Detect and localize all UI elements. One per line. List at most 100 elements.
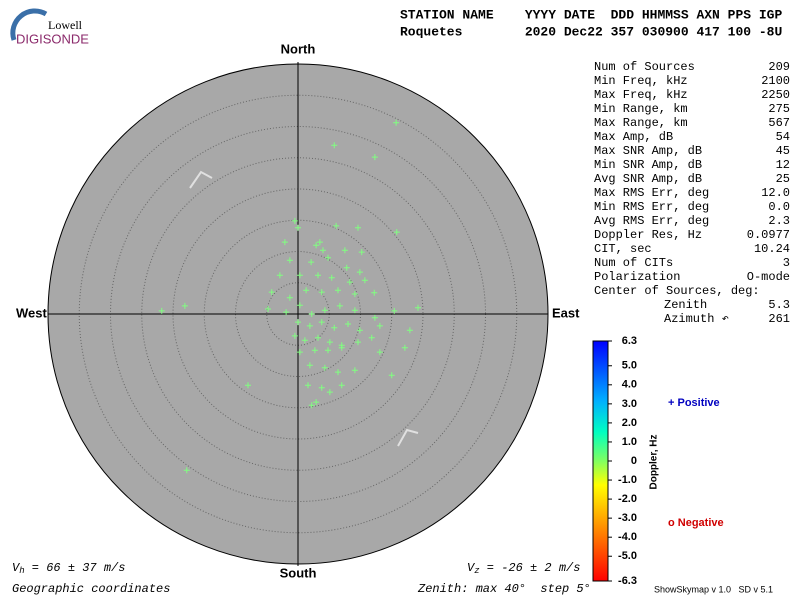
direction-label: East bbox=[552, 305, 580, 320]
positive-label: + Positive bbox=[668, 397, 720, 409]
vz-sub: z bbox=[474, 566, 479, 576]
vh-symbol: V bbox=[12, 561, 21, 575]
stat-value: 275 bbox=[768, 102, 790, 116]
stat-value: 54 bbox=[776, 130, 790, 144]
source-point bbox=[286, 257, 293, 264]
stat-label: Avg SNR Amp, dB bbox=[594, 172, 702, 186]
source-point bbox=[345, 321, 351, 327]
stat-label: Min Range, km bbox=[594, 102, 688, 116]
source-point bbox=[401, 344, 408, 351]
wind-arrow bbox=[397, 428, 419, 447]
source-point bbox=[331, 324, 338, 331]
source-point bbox=[315, 334, 321, 341]
header-values: Roquetes 2020 Dec22 357 030900 417 100 -… bbox=[400, 24, 782, 39]
direction-label: West bbox=[16, 305, 47, 320]
source-point bbox=[393, 119, 400, 126]
stat-label: Min Freq, kHz bbox=[594, 74, 688, 88]
source-point bbox=[296, 272, 303, 279]
source-point bbox=[318, 289, 325, 296]
vh-sub: h bbox=[19, 566, 24, 576]
source-point bbox=[351, 367, 358, 374]
vz-text: Vz = -26 ± 2 m/s bbox=[467, 561, 580, 576]
vh-value: = 66 ± 37 m/s bbox=[25, 561, 126, 575]
stat-label: Max SNR Amp, dB bbox=[594, 144, 702, 158]
source-point bbox=[351, 291, 358, 297]
stat-value: 5.3 bbox=[768, 298, 790, 312]
colorbar-tick-label: 5.0 bbox=[622, 360, 637, 372]
source-point bbox=[341, 247, 348, 254]
colorbar-title: Doppler, Hz bbox=[649, 434, 660, 489]
source-point bbox=[286, 294, 293, 301]
source-point bbox=[388, 372, 395, 379]
stat-value: 25 bbox=[776, 172, 790, 186]
source-point bbox=[361, 277, 368, 284]
skymap: North South West East bbox=[16, 41, 580, 580]
stat-value: 2100 bbox=[761, 74, 790, 88]
source-point bbox=[301, 337, 308, 344]
colorbar-tick-label: 1.0 bbox=[622, 436, 637, 448]
zenith-note: Zenith: max 40° step 5° bbox=[417, 582, 591, 596]
source-point bbox=[335, 369, 341, 376]
negative-label: o Negative bbox=[668, 517, 724, 529]
source-point bbox=[391, 307, 398, 314]
source-point bbox=[326, 389, 333, 396]
coordinates: Geographic coordinates bbox=[12, 582, 170, 596]
colorbar: 6.3 5.0 4.0 3.0 2.0 1.0 0 -1.0 -2.0 -3.0 -4.0 -5.0 -… bbox=[592, 335, 637, 587]
stat-value: 12.0 bbox=[761, 186, 790, 200]
source-point bbox=[346, 279, 353, 286]
stat-label: Polarization bbox=[594, 270, 680, 284]
version: ShowSkymap v 1.0 SD v 5.1 bbox=[654, 584, 773, 594]
source-point bbox=[371, 154, 378, 161]
source-point bbox=[281, 239, 288, 246]
source-point bbox=[318, 384, 325, 391]
logo-bottom: DIGISONDE bbox=[16, 31, 89, 46]
direction-label: North bbox=[281, 41, 316, 56]
source-point bbox=[376, 349, 383, 356]
source-point bbox=[276, 272, 283, 279]
source-point bbox=[371, 289, 378, 296]
source-point bbox=[308, 259, 315, 266]
stat-label: Num of CITs bbox=[594, 256, 673, 270]
stat-label: Avg RMS Err, deg bbox=[594, 214, 709, 228]
source-point bbox=[316, 239, 323, 246]
source-point bbox=[311, 347, 318, 354]
source-point bbox=[325, 347, 331, 354]
source-point bbox=[308, 311, 315, 317]
source-point bbox=[321, 364, 328, 371]
source-point bbox=[158, 307, 165, 314]
stat-label: CIT, sec bbox=[594, 242, 652, 256]
source-point bbox=[371, 314, 378, 321]
source-point bbox=[355, 224, 361, 231]
source-point bbox=[325, 254, 331, 261]
source-point bbox=[355, 339, 361, 346]
stat-value: 261 bbox=[768, 312, 790, 326]
header-labels: STATION NAME YYYY DATE DDD HHMMSS AXN PP… bbox=[400, 7, 782, 22]
source-point bbox=[335, 287, 341, 294]
source-point bbox=[303, 287, 310, 294]
source-point bbox=[305, 382, 311, 389]
colorbar-tick-label: -2.0 bbox=[618, 493, 637, 505]
colorbar-tick-label: -5.0 bbox=[618, 550, 637, 562]
source-point bbox=[368, 334, 375, 341]
direction-label: South bbox=[280, 565, 317, 580]
source-point bbox=[295, 319, 301, 326]
source-point bbox=[328, 274, 335, 281]
source-point bbox=[296, 302, 303, 309]
source-point bbox=[321, 307, 328, 314]
stats-table: Num of Sources 209 Min Freq, kHz 2100 Max Fr… bbox=[594, 60, 790, 326]
source-point bbox=[351, 307, 358, 314]
source-point bbox=[315, 272, 321, 279]
source-point bbox=[358, 249, 365, 256]
wind-arrow bbox=[189, 170, 213, 189]
source-point bbox=[333, 222, 340, 229]
stat-label: Doppler Res, Hz bbox=[594, 228, 702, 242]
source-point bbox=[406, 327, 413, 334]
source-point bbox=[308, 402, 315, 409]
source-point bbox=[313, 242, 320, 249]
logo-arc bbox=[10, 8, 48, 41]
colorbar-tick-label: 3.0 bbox=[622, 398, 637, 410]
source-point bbox=[336, 302, 343, 309]
colorbar-tick-label: -3.0 bbox=[618, 512, 637, 524]
source-point bbox=[181, 302, 188, 309]
